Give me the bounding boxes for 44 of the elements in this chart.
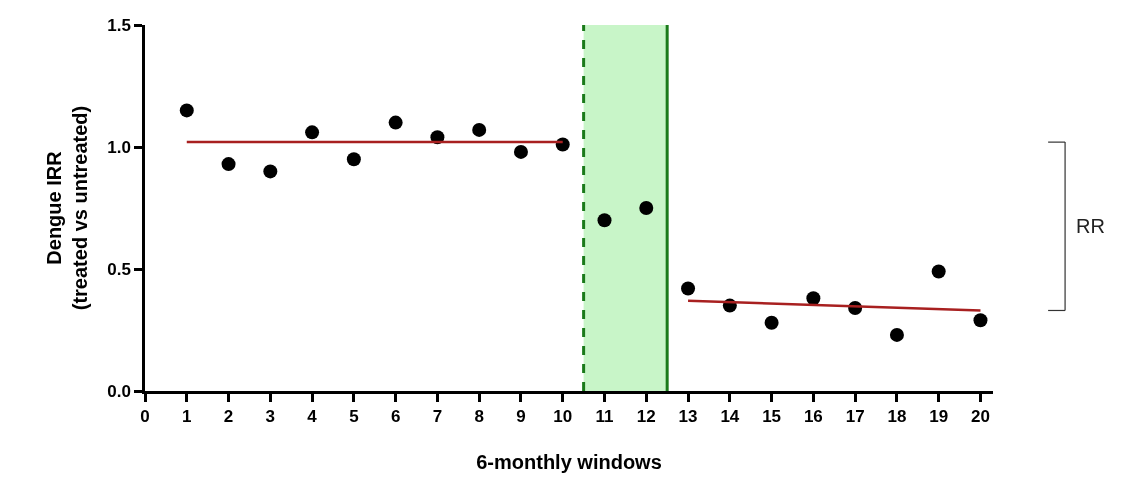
x-tick-label: 4 [307, 407, 318, 427]
point [513, 144, 528, 159]
x-tick-label: 9 [516, 407, 526, 427]
x-tick-label: 15 [762, 407, 782, 427]
y-tick-label: 0.5 [107, 259, 131, 279]
x-tick-label: 3 [265, 407, 276, 427]
point [931, 264, 946, 279]
x-tick-label: 17 [845, 407, 865, 427]
point [889, 327, 904, 342]
point [597, 213, 612, 228]
x-axis-title: 6-monthly windows [476, 450, 662, 473]
x-tick-label: 10 [553, 407, 573, 427]
point [472, 122, 487, 137]
x-tick-label: 16 [803, 407, 823, 427]
x-tick-label: 7 [432, 407, 443, 427]
x-tick-label: 8 [474, 407, 484, 427]
point [346, 152, 361, 167]
x-tick-label: 20 [971, 407, 990, 427]
x-tick-label: 12 [636, 407, 656, 427]
x-tick-label: 6 [390, 407, 401, 427]
point [263, 164, 278, 179]
x-tick-label: 19 [929, 407, 949, 427]
x-tick-label: 18 [887, 407, 907, 427]
x-tick-label: 14 [720, 407, 740, 427]
x-tick-label: 11 [595, 407, 614, 427]
point [639, 201, 654, 215]
y-tick-label: 1.5 [107, 15, 131, 35]
point [305, 125, 320, 140]
point [764, 315, 779, 330]
text: RR [1076, 215, 1105, 237]
y-tick-label: 1.0 [107, 137, 131, 157]
x-tick-label: 1 [182, 407, 192, 427]
point [388, 115, 403, 130]
x-tick-label: 5 [349, 407, 359, 427]
point [221, 157, 236, 172]
x-tick-label: 2 [223, 407, 234, 427]
point [973, 313, 988, 328]
y-tick-label: 0.0 [107, 381, 131, 401]
x-tick-label: 0 [140, 407, 150, 427]
y-axis-title: Dengue IRR (treated vs untreated) [42, 105, 91, 311]
point [681, 281, 696, 296]
point [806, 291, 821, 306]
x-tick-label: 13 [678, 407, 698, 427]
point [179, 103, 194, 118]
